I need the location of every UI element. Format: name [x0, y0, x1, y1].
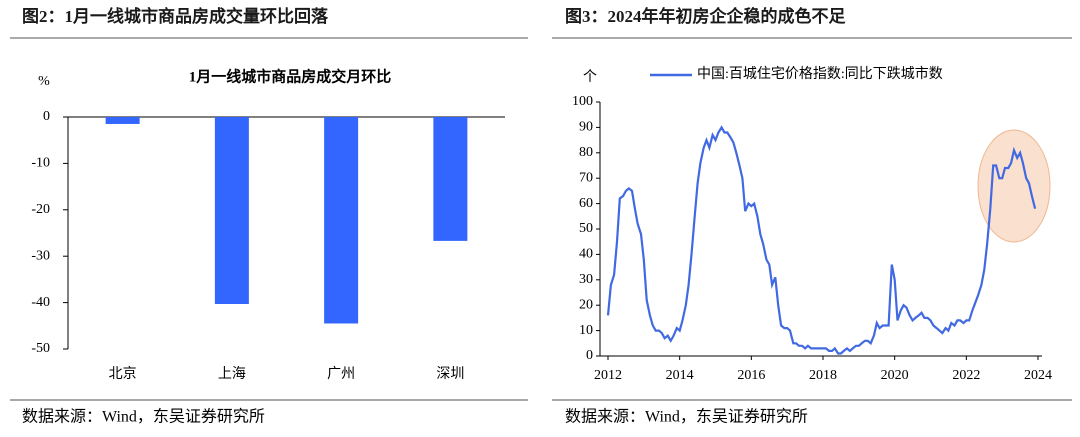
y-tick-label: 100 [572, 94, 593, 109]
bar [214, 117, 249, 304]
x-tick-label: 2022 [952, 368, 980, 383]
x-tick-label: 深圳 [436, 366, 464, 382]
x-tick-label: 2024 [1024, 368, 1052, 383]
y-tick-label: -10 [31, 156, 50, 171]
highlight [977, 129, 1051, 243]
x-tick-label: 2012 [594, 368, 622, 383]
chart-title: 1月一线城市商品房成交月环比 [189, 67, 392, 85]
bar [105, 117, 140, 124]
x-tick-label: 2014 [666, 368, 694, 383]
figure-title: 图2：1月一线城市商品房成交量环比回落 [22, 6, 329, 26]
source: 数据来源：Wind，东吴证券研究所 [565, 408, 808, 426]
x-tick-label: 广州 [327, 366, 355, 382]
y-tick-label: 50 [579, 221, 593, 236]
y-tick-label: 10 [579, 323, 593, 338]
figure-title: 图3：2024年年初房企企稳的成色不足 [565, 6, 846, 26]
x-tick-label: 2020 [881, 368, 909, 383]
bar [324, 117, 359, 324]
y-tick-label: 0 [43, 109, 50, 124]
y-tick-label: -50 [31, 341, 50, 356]
y-tick-label: -30 [31, 248, 50, 263]
x-tick-label: 北京 [109, 366, 137, 382]
source: 数据来源：Wind，东吴证券研究所 [22, 408, 265, 426]
y-tick-label: 20 [579, 297, 593, 312]
y-tick-label: 90 [579, 120, 593, 135]
y-tick-label: 60 [579, 196, 593, 211]
y-tick-label: -20 [31, 202, 50, 217]
y-unit: % [38, 74, 50, 89]
y-tick-label: 40 [579, 247, 593, 262]
line-series [606, 125, 1037, 355]
y-tick-label: 70 [579, 170, 593, 185]
y-unit: 个 [583, 69, 597, 85]
x-tick-label: 2016 [737, 368, 765, 383]
x-tick-label: 2018 [809, 368, 837, 383]
y-tick-label: 30 [579, 272, 593, 287]
y-tick-label: 0 [586, 348, 593, 363]
legend-label: 中国:百城住宅价格指数:同比下跌城市数 [697, 65, 943, 82]
y-tick-label: -40 [31, 295, 50, 310]
y-tick-label: 80 [579, 145, 593, 160]
bar [433, 117, 468, 241]
x-tick-label: 上海 [218, 366, 246, 382]
